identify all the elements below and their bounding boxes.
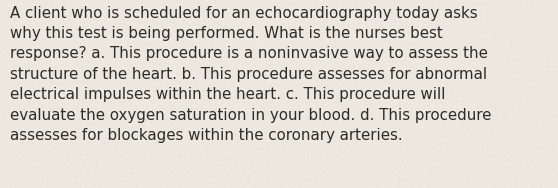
Text: A client who is scheduled for an echocardiography today asks
why this test is be: A client who is scheduled for an echocar… (10, 6, 492, 143)
